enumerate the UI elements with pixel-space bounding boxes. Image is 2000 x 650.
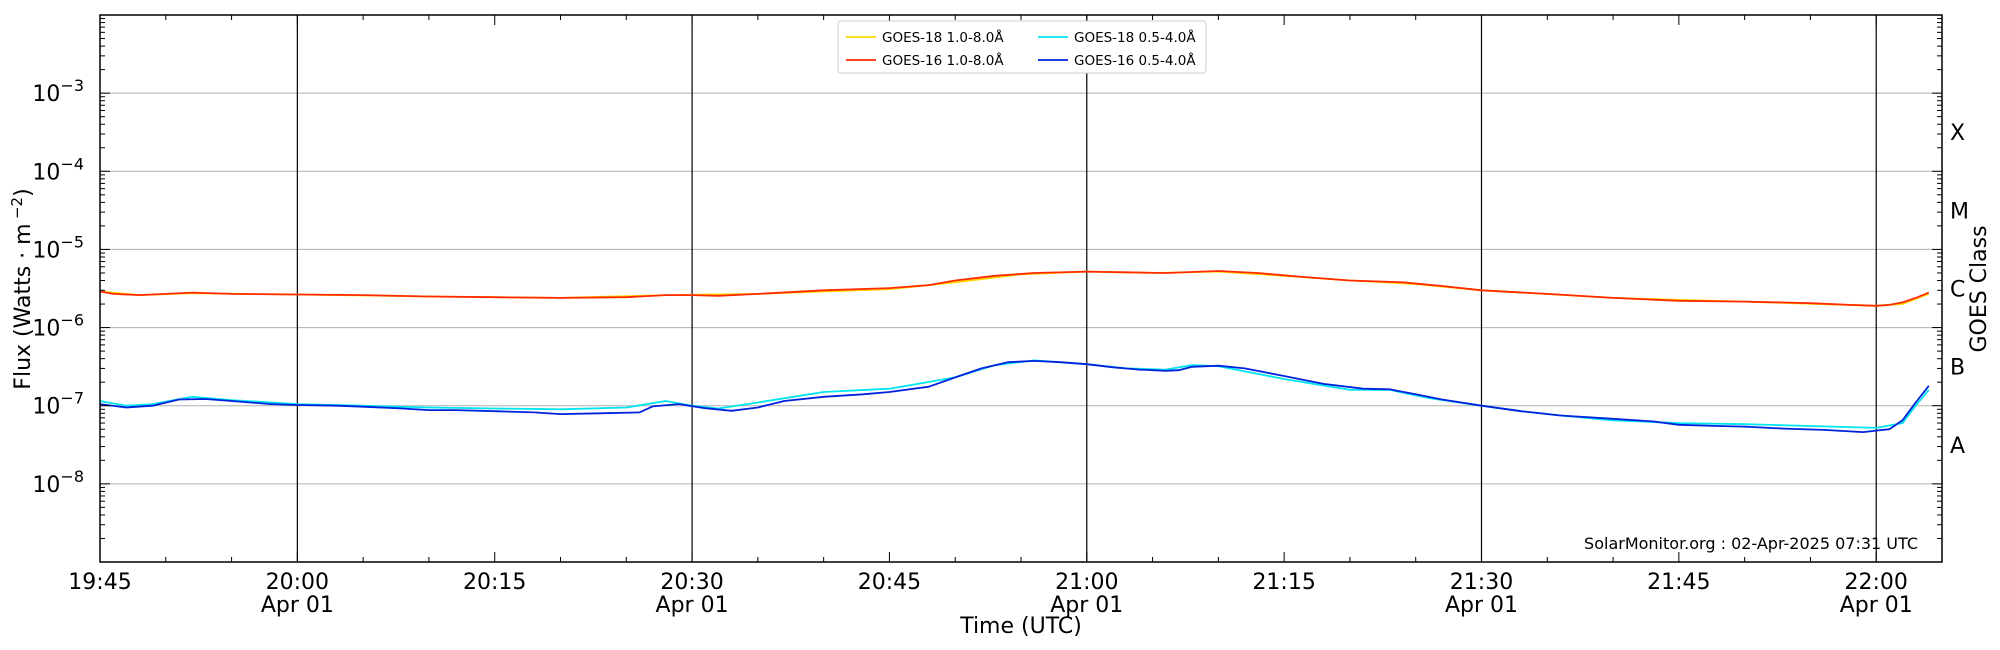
x-tick-label: 21:15 — [1252, 570, 1315, 595]
y-tick-label: 10−3 — [32, 76, 84, 107]
y-tick-label: 10−6 — [32, 311, 84, 342]
legend-label: GOES-16 1.0-8.0Å — [882, 52, 1004, 69]
series-lines — [99, 270, 1930, 434]
y-tick-label: 10−8 — [32, 467, 84, 498]
x-tick-label: 22:00 — [1845, 570, 1908, 595]
x-tick-label: 20:00 — [266, 570, 329, 595]
goes-class-x: X — [1950, 121, 1965, 146]
goes-class-b: B — [1950, 356, 1965, 381]
x-tick-label: 21:00 — [1055, 570, 1118, 595]
goes-class-m: M — [1950, 199, 1969, 224]
x-tick-date-label: Apr 01 — [1445, 593, 1518, 618]
legend-box — [837, 20, 1207, 74]
gridlines — [100, 92, 1942, 485]
x-tick-label: 20:15 — [463, 570, 526, 595]
legend: GOES-18 1.0-8.0Å GOES-16 1.0-8.0Å GOES-18 … — [837, 20, 1207, 74]
legend-label: GOES-16 0.5-4.0Å — [1074, 52, 1196, 69]
credit-text: SolarMonitor.org : 02-Apr-2025 07:31 UTC — [1584, 534, 1918, 553]
legend-label: GOES-18 1.0-8.0Å — [882, 29, 1004, 46]
y-tick-labels: 10−8 10−7 10−6 10−5 10−4 10−3 — [32, 76, 84, 498]
x-tick-date-label: Apr 01 — [1840, 593, 1913, 618]
series-line-2 — [99, 270, 1930, 307]
y2-axis-title: GOES Class — [1967, 225, 1992, 352]
x-tick-label: 21:45 — [1647, 570, 1710, 595]
x-tick-date-label: Apr 01 — [656, 593, 729, 618]
x-axis-title: Time (UTC) — [959, 614, 1082, 639]
x-tick-date-label: Apr 01 — [261, 593, 334, 618]
series-line-4 — [99, 359, 1930, 434]
x-tick-label: 21:30 — [1450, 570, 1513, 595]
y-tick-label: 10−4 — [32, 154, 84, 185]
y-axis-title: Flux (Watts · m −2) — [8, 188, 36, 389]
x-tick-label: 20:45 — [858, 570, 921, 595]
goes-class-labels: A B C M X — [1950, 121, 1969, 459]
y-tick-label: 10−5 — [32, 232, 84, 263]
legend-label: GOES-18 0.5-4.0Å — [1074, 29, 1196, 46]
hour-marker-lines — [296, 15, 1877, 562]
axis-ticks — [99, 15, 1943, 563]
goes-class-a: A — [1950, 434, 1965, 459]
y-tick-label: 10−7 — [32, 389, 84, 420]
goes-class-c: C — [1950, 278, 1965, 303]
x-tick-label: 19:45 — [68, 570, 131, 595]
x-tick-label: 20:30 — [660, 570, 723, 595]
x-tick-date-label: Apr 01 — [1050, 593, 1123, 618]
